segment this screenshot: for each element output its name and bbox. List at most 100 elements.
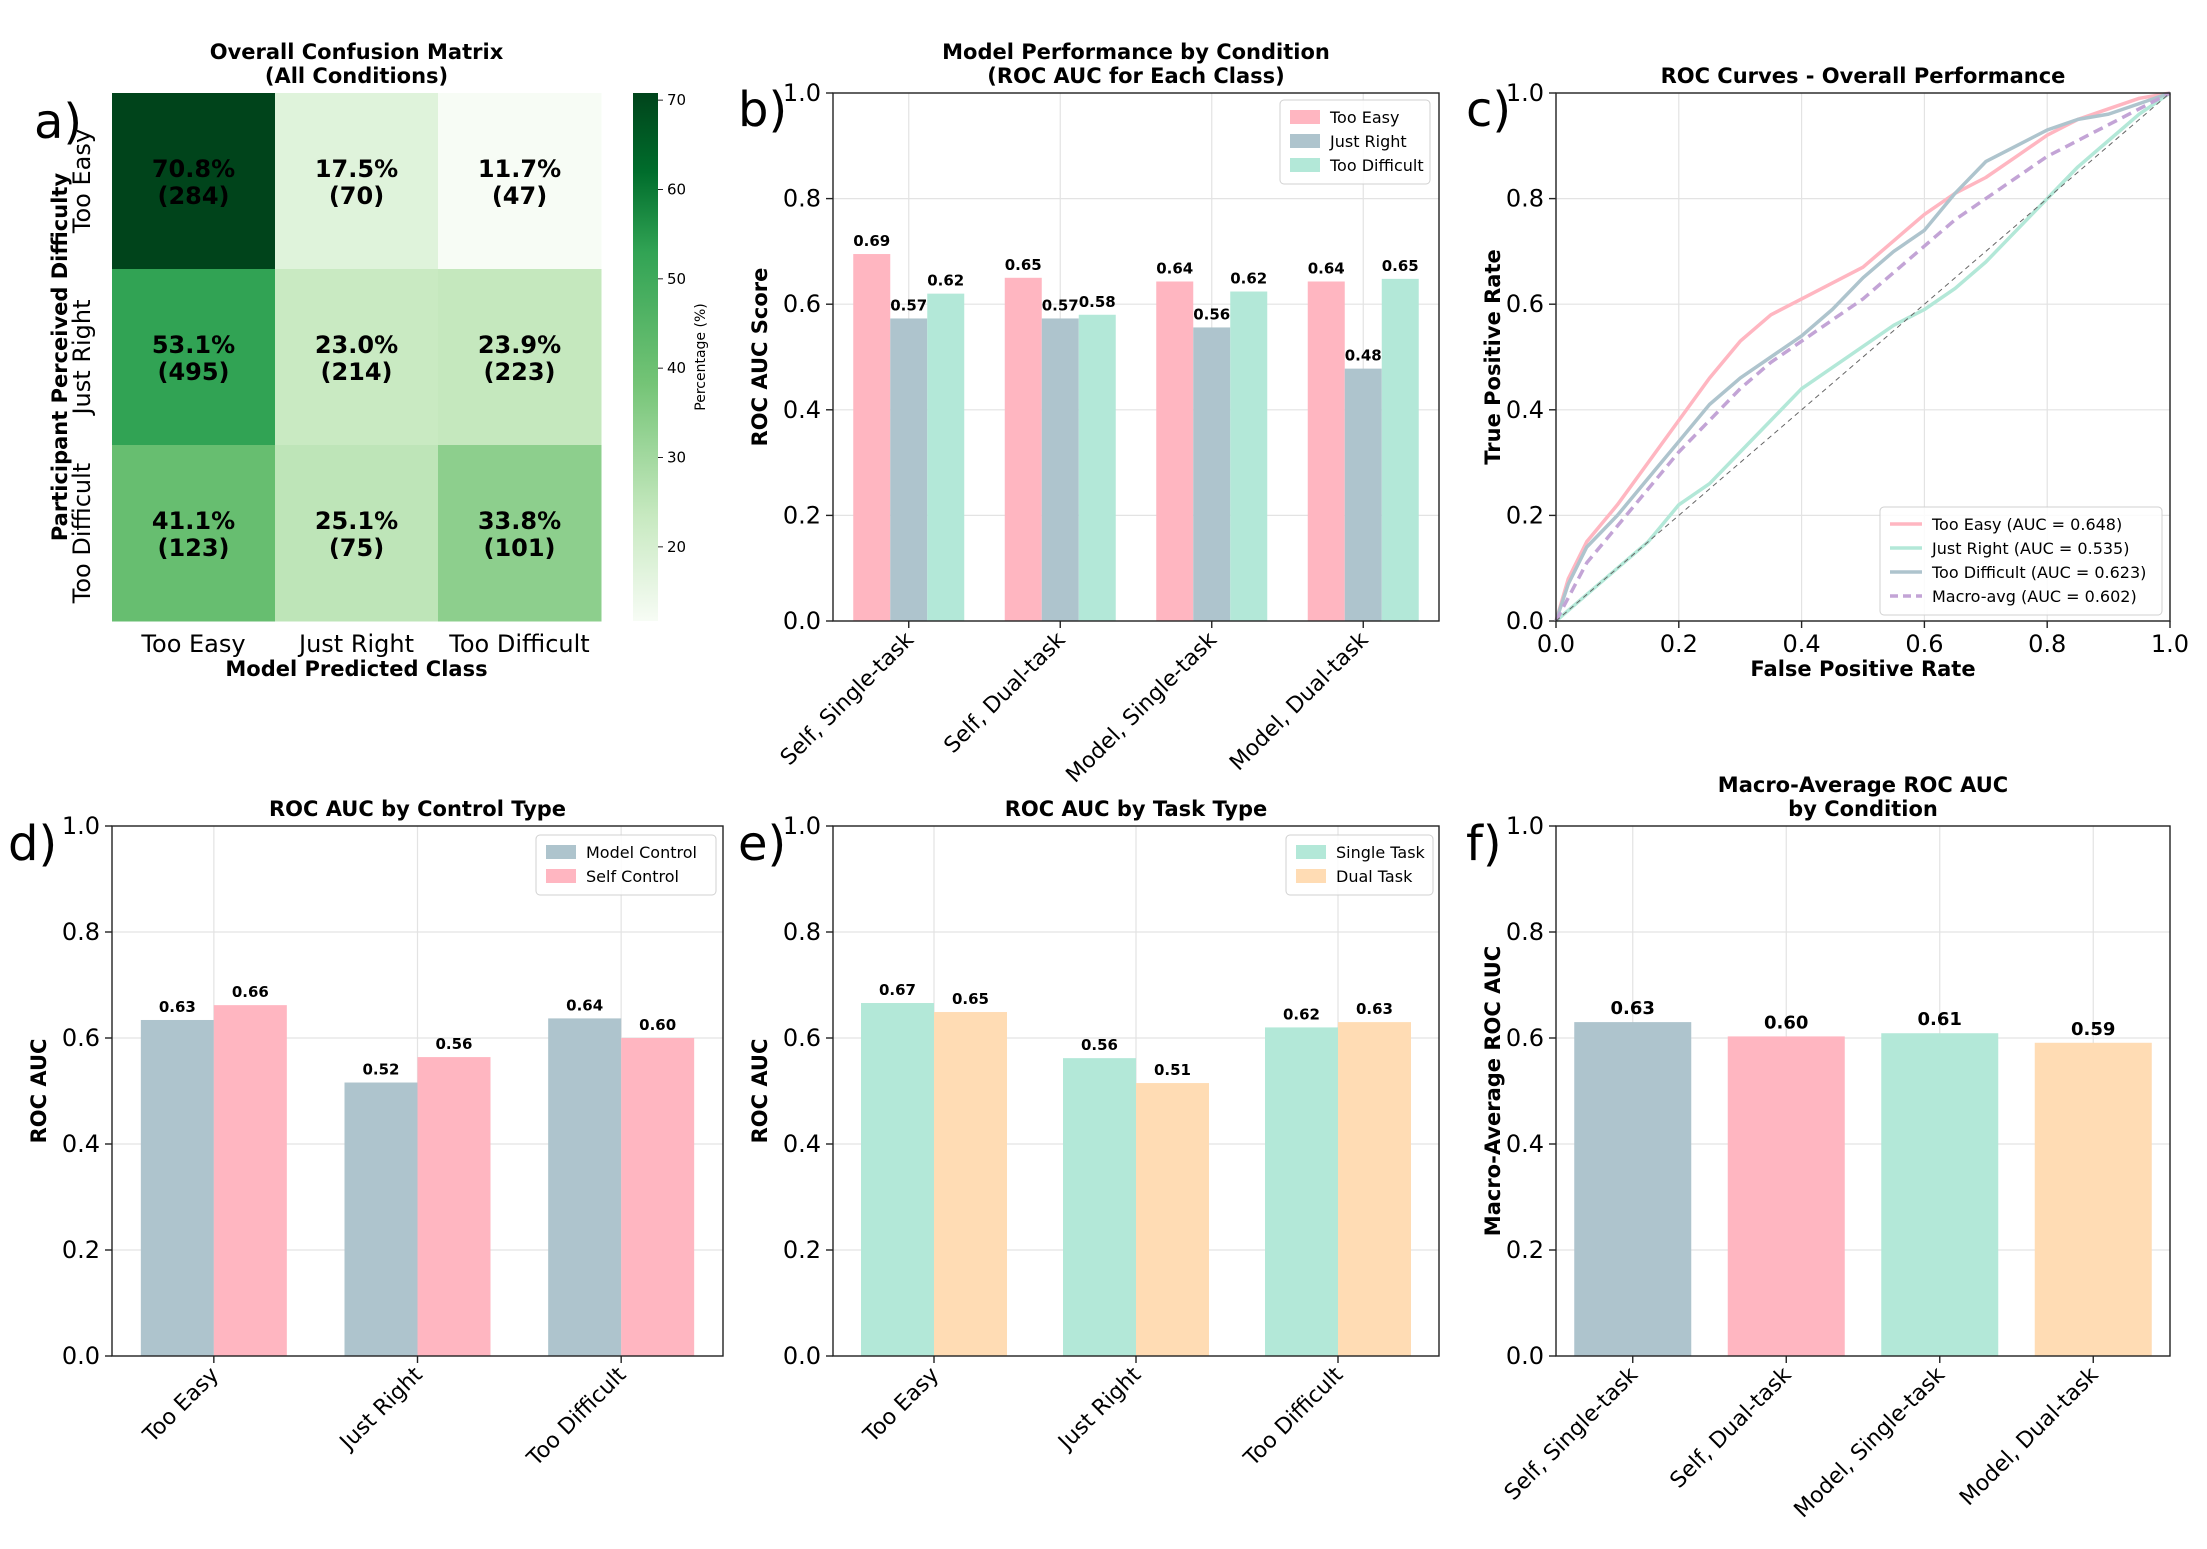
x-tick-label: Self, Dual-task	[1666, 1362, 1797, 1493]
y-tick-label: 1.0	[783, 812, 821, 840]
y-axis-label: ROC AUC	[748, 1039, 772, 1144]
heatmap-cell	[275, 269, 439, 446]
x-tick-label: 0.0	[1537, 630, 1575, 658]
bar-single-task	[1063, 1058, 1136, 1356]
colorbar-tick-label: 20	[667, 538, 686, 556]
heatmap-cell	[112, 93, 276, 270]
bar-value-label: 0.57	[1042, 296, 1079, 314]
bar-too-easy	[1156, 281, 1194, 621]
heatmap-cell-label: (495)	[157, 358, 229, 386]
y-tick-label: 0.4	[1506, 1130, 1544, 1158]
legend-label: Macro-avg (AUC = 0.602)	[1932, 587, 2137, 606]
panel-label: c)	[1466, 82, 1511, 138]
colorbar-tick-label: 40	[667, 359, 686, 377]
heatmap-cell-label: 53.1%	[152, 331, 235, 359]
bar-self-control	[417, 1057, 491, 1356]
heatmap-cell-label: 23.9%	[478, 331, 561, 359]
legend: Model Control Self Control	[535, 834, 717, 896]
bar-model-dual-task	[2034, 1042, 2152, 1356]
legend-swatch	[1296, 845, 1326, 859]
heatmap-cell	[275, 445, 439, 622]
x-tick-label: Too Difficult	[522, 1362, 632, 1472]
x-tick-label: Too Difficult	[1239, 1362, 1349, 1472]
y-tick-label: 0.0	[62, 1342, 100, 1370]
y-tick-label: 0.8	[783, 185, 821, 213]
x-tick-label: Model, Single-task	[1790, 1362, 1951, 1523]
heatmap-cell-label: 23.0%	[315, 331, 398, 359]
legend-label: Single Task	[1336, 843, 1426, 862]
bar-self-single-task	[1574, 1022, 1692, 1356]
y-tick-label: 0.4	[1506, 396, 1544, 424]
chart-title: by Condition	[1788, 797, 1938, 821]
heatmap-cell	[438, 269, 602, 446]
bar-value-label: 0.58	[1079, 293, 1116, 311]
colorbar	[633, 93, 658, 621]
y-axis-label: Participant Perceived Difficulty	[48, 173, 72, 542]
x-tick-label: Self, Single-task	[776, 627, 919, 770]
bar-value-label: 0.52	[362, 1061, 399, 1079]
bar-just-right	[1193, 327, 1231, 621]
heatmap-cell-label: (214)	[320, 358, 392, 386]
bar-dual-task	[1338, 1022, 1411, 1356]
bar-value-label: 0.62	[1283, 1005, 1320, 1023]
heatmap-cell-label: 41.1%	[152, 507, 235, 535]
y-tick-label: 0.6	[62, 1024, 100, 1052]
x-tick-label: 0.6	[1905, 630, 1943, 658]
legend-swatch	[1296, 869, 1326, 883]
x-tick-label: Too Difficult	[448, 630, 589, 658]
y-tick-label: Just Right	[68, 299, 96, 416]
x-tick-label: Just Right	[297, 630, 414, 658]
y-tick-label: 0.2	[62, 1236, 100, 1264]
bar-model-single-task	[1881, 1033, 1999, 1356]
plot-frame	[111, 825, 724, 1357]
heatmap-cell-label: (47)	[492, 182, 547, 210]
heatmap-cell	[275, 93, 439, 270]
x-tick-label: 0.4	[1783, 630, 1821, 658]
chart-title: ROC AUC by Task Type	[1005, 797, 1268, 821]
bar-value-label: 0.62	[1230, 270, 1267, 288]
bar-value-label: 0.61	[1918, 1009, 1962, 1030]
y-tick-label: 0.2	[1506, 1236, 1544, 1264]
bar-value-label: 0.57	[890, 296, 927, 314]
bar-model-control	[140, 1019, 214, 1356]
x-tick-label: Model, Single-task	[1062, 627, 1223, 788]
roc-curve-too-difficult-auc-0-623	[1554, 91, 2171, 622]
bar-value-label: 0.56	[1081, 1036, 1118, 1054]
bar-too-easy	[1307, 281, 1345, 621]
panel-label: e)	[738, 816, 786, 872]
y-tick-label: 0.4	[783, 396, 821, 424]
x-tick-label: Too Easy	[140, 630, 245, 658]
plot-frame	[1555, 92, 2171, 622]
y-tick-label: 1.0	[1506, 812, 1544, 840]
y-tick-label: 0.6	[783, 290, 821, 318]
y-axis-label: ROC AUC	[27, 1039, 51, 1144]
colorbar-tick-label: 60	[667, 180, 686, 198]
x-tick-label: Self, Dual-task	[940, 627, 1071, 758]
heatmap-cell-label: 33.8%	[478, 507, 561, 535]
bar-value-label: 0.65	[1005, 256, 1042, 274]
y-tick-label: 0.0	[783, 607, 821, 635]
bar-value-label: 0.65	[1382, 257, 1419, 275]
heatmap-cell-label: 25.1%	[315, 507, 398, 535]
heatmap-cell-label: (70)	[329, 182, 384, 210]
x-axis-label: False Positive Rate	[1750, 657, 1975, 681]
y-tick-label: 0.8	[1506, 185, 1544, 213]
legend-swatch	[546, 869, 576, 883]
bar-self-control	[213, 1005, 287, 1356]
colorbar-tick-label: 50	[667, 270, 686, 288]
panel-label: a)	[34, 94, 82, 150]
panel-f-macro-average-roc-auc: 0.0 0.2 0.4 0.6 0.8 1.0 0.63 Self, Single-task 0…	[1466, 773, 2171, 1523]
y-tick-label: 0.8	[62, 918, 100, 946]
colorbar-label: Percentage (%)	[693, 303, 709, 410]
x-tick-label: Self, Single-task	[1500, 1362, 1643, 1505]
y-tick-label: 1.0	[1506, 79, 1544, 107]
bar-too-difficult	[1381, 278, 1419, 621]
bar-value-label: 0.63	[1356, 1000, 1393, 1018]
legend: Too Easy Just Right Too Difficult	[1279, 99, 1431, 185]
y-tick-label: 0.2	[1506, 501, 1544, 529]
colorbar-tick-label: 70	[667, 91, 686, 109]
bar-value-label: 0.63	[1611, 998, 1655, 1019]
legend-label: Too Difficult (AUC = 0.623)	[1931, 563, 2146, 582]
